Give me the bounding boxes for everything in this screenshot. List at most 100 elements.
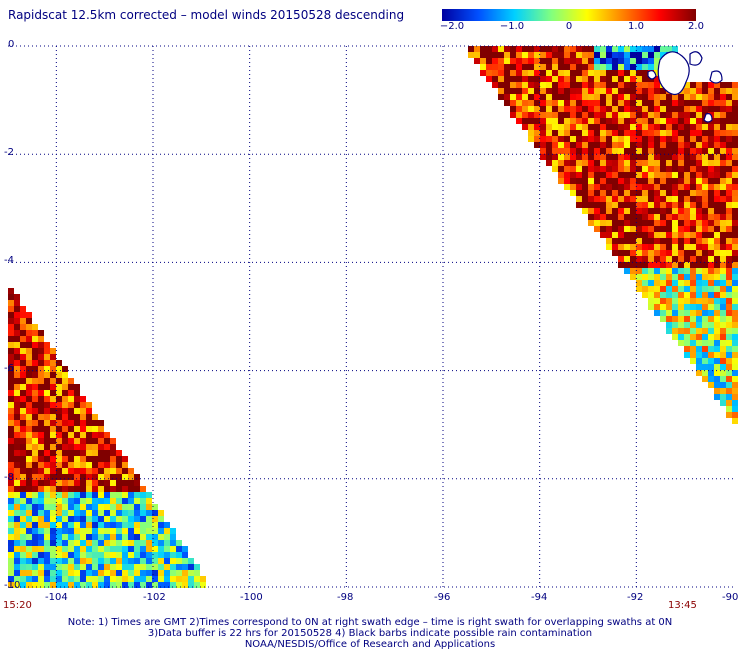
wind-cell xyxy=(122,582,128,588)
wind-cell xyxy=(732,388,738,394)
wind-cell xyxy=(56,576,62,582)
wind-cell xyxy=(62,462,68,468)
wind-cell xyxy=(642,244,648,250)
wind-cell xyxy=(74,552,80,558)
wind-cell xyxy=(714,250,720,256)
wind-cell xyxy=(696,304,702,310)
wind-cell xyxy=(636,52,642,58)
wind-cell xyxy=(630,190,636,196)
wind-cell xyxy=(62,378,68,384)
wind-cell xyxy=(660,100,666,106)
wind-cell xyxy=(720,82,726,88)
wind-cell xyxy=(492,52,498,58)
wind-cell xyxy=(696,340,702,346)
wind-cell xyxy=(732,304,738,310)
wind-cell xyxy=(576,154,582,160)
island-outline xyxy=(703,113,713,123)
wind-cell xyxy=(612,184,618,190)
wind-cell xyxy=(660,262,666,268)
wind-cell xyxy=(158,564,164,570)
wind-cell xyxy=(642,160,648,166)
wind-cell xyxy=(702,184,708,190)
wind-cell xyxy=(116,498,122,504)
wind-cell xyxy=(630,76,636,82)
wind-cell xyxy=(50,558,56,564)
wind-cell xyxy=(714,310,720,316)
wind-cell xyxy=(582,166,588,172)
wind-cell xyxy=(546,154,552,160)
wind-cell xyxy=(726,244,732,250)
wind-cell xyxy=(654,238,660,244)
wind-cell xyxy=(666,322,672,328)
wind-cell xyxy=(714,142,720,148)
wind-cell xyxy=(702,244,708,250)
wind-cell xyxy=(62,390,68,396)
wind-cell xyxy=(480,46,486,52)
island-outline xyxy=(647,70,657,80)
wind-cell xyxy=(654,160,660,166)
wind-cell xyxy=(702,370,708,376)
wind-cell xyxy=(74,540,80,546)
wind-cell xyxy=(80,414,86,420)
wind-cell xyxy=(564,136,570,142)
wind-cell xyxy=(696,154,702,160)
wind-cell xyxy=(128,498,134,504)
wind-cell xyxy=(146,564,152,570)
wind-cell xyxy=(50,372,56,378)
wind-cell xyxy=(654,280,660,286)
wind-cell xyxy=(642,148,648,154)
wind-cell xyxy=(726,112,732,118)
wind-cell xyxy=(654,256,660,262)
wind-cell xyxy=(684,82,690,88)
wind-cell xyxy=(552,160,558,166)
wind-cell xyxy=(654,310,660,316)
wind-cell xyxy=(678,328,684,334)
wind-cell xyxy=(570,58,576,64)
wind-cell xyxy=(720,94,726,100)
wind-cell xyxy=(624,70,630,76)
wind-cell xyxy=(98,420,104,426)
wind-cell xyxy=(20,312,26,318)
wind-cell xyxy=(540,106,546,112)
wind-cell xyxy=(492,58,498,64)
wind-cell xyxy=(74,582,80,588)
wind-cell xyxy=(20,402,26,408)
wind-cell xyxy=(660,190,666,196)
wind-cell xyxy=(492,82,498,88)
wind-cell xyxy=(528,58,534,64)
wind-cell xyxy=(630,202,636,208)
wind-cell xyxy=(546,148,552,154)
wind-cell xyxy=(74,498,80,504)
wind-cell xyxy=(582,154,588,160)
wind-cell xyxy=(62,546,68,552)
wind-cell xyxy=(630,106,636,112)
wind-cell xyxy=(576,100,582,106)
lon-label: -90 xyxy=(722,592,739,603)
wind-cell xyxy=(98,474,104,480)
wind-cell xyxy=(666,280,672,286)
wind-cell xyxy=(74,384,80,390)
wind-cell xyxy=(624,154,630,160)
wind-cell xyxy=(44,498,50,504)
wind-cell xyxy=(164,564,170,570)
wind-cell xyxy=(690,256,696,262)
wind-cell xyxy=(684,196,690,202)
wind-cell xyxy=(666,304,672,310)
wind-cell xyxy=(666,220,672,226)
wind-cell xyxy=(158,528,164,534)
wind-cell xyxy=(702,136,708,142)
wind-cell xyxy=(696,346,702,352)
wind-cell xyxy=(546,142,552,148)
wind-cell xyxy=(660,274,666,280)
wind-cell xyxy=(492,70,498,76)
wind-cell xyxy=(50,564,56,570)
wind-cell xyxy=(50,570,56,576)
wind-cell xyxy=(588,184,594,190)
wind-cell xyxy=(696,274,702,280)
wind-cell xyxy=(618,118,624,124)
wind-cell xyxy=(696,262,702,268)
wind-cell xyxy=(516,76,522,82)
wind-cell xyxy=(588,124,594,130)
wind-cell xyxy=(612,94,618,100)
wind-cell xyxy=(714,286,720,292)
